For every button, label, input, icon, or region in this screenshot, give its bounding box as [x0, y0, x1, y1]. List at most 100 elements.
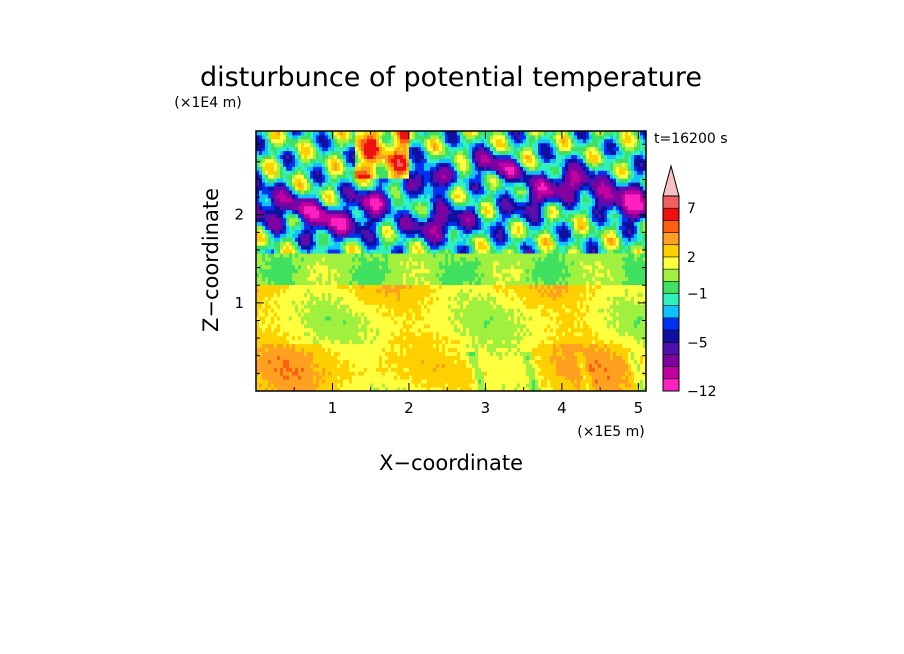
heatmap-cell: [583, 324, 587, 329]
heatmap-cell: [397, 264, 401, 270]
heatmap-cell: [571, 367, 575, 372]
heatmap-cell: [412, 327, 416, 333]
heatmap-cell: [304, 316, 308, 321]
heatmap-cell: [349, 312, 353, 317]
heatmap-cell: [634, 276, 638, 282]
heatmap-cell: [472, 347, 476, 353]
heatmap-cell: [559, 316, 563, 321]
heatmap-cell: [274, 296, 278, 301]
heatmap-cell: [367, 272, 371, 278]
heatmap-cell: [451, 316, 455, 321]
heatmap-cell: [463, 304, 467, 309]
heatmap-cell: [307, 343, 311, 349]
heatmap-cell: [385, 371, 389, 376]
heatmap-cell: [514, 335, 518, 341]
heatmap-cell: [436, 261, 440, 266]
heatmap-cell: [496, 272, 500, 278]
heatmap-cell: [511, 351, 515, 356]
heatmap-cell: [601, 316, 605, 321]
heatmap-cell: [265, 288, 269, 293]
heatmap-cell: [592, 339, 596, 345]
heatmap-cell: [607, 241, 611, 246]
heatmap-cell: [352, 327, 356, 333]
heatmap-cell: [550, 288, 554, 293]
heatmap-cell: [277, 296, 281, 301]
heatmap-cell: [619, 280, 623, 286]
heatmap-cell: [352, 257, 356, 262]
heatmap-cell: [292, 324, 296, 329]
heatmap-cell: [535, 245, 539, 250]
heatmap-cell: [535, 312, 539, 317]
heatmap-cell: [598, 288, 602, 293]
heatmap-cell: [382, 249, 386, 254]
heatmap-cell: [628, 359, 632, 364]
heatmap-cell: [583, 249, 587, 254]
heatmap-cell: [262, 284, 266, 289]
heatmap-cell: [493, 257, 497, 262]
heatmap-cell: [481, 335, 485, 341]
heatmap-cell: [505, 324, 509, 329]
heatmap-cell: [529, 241, 533, 246]
heatmap-cell: [322, 383, 326, 388]
heatmap-cell: [493, 339, 497, 345]
heatmap-cell: [514, 387, 518, 391]
heatmap-cell: [409, 355, 413, 360]
heatmap-cell: [397, 253, 401, 258]
heatmap-cell: [346, 308, 350, 313]
heatmap-cell: [544, 280, 548, 286]
heatmap-cell: [583, 292, 587, 297]
heatmap-cell: [361, 288, 365, 293]
heatmap-cell: [427, 245, 431, 250]
heatmap-cell: [580, 359, 584, 364]
heatmap-cell: [514, 379, 518, 384]
heatmap-cell: [376, 312, 380, 317]
heatmap-cell: [343, 324, 347, 329]
heatmap-cell: [265, 268, 269, 274]
heatmap-cell: [271, 237, 275, 242]
heatmap-cell: [544, 335, 548, 341]
heatmap-cell: [451, 351, 455, 356]
heatmap-cell: [334, 363, 338, 368]
heatmap-cell: [529, 296, 533, 301]
heatmap-cell: [319, 308, 323, 313]
heatmap-cell: [319, 383, 323, 388]
heatmap-cell: [628, 312, 632, 317]
heatmap-cell: [517, 359, 521, 364]
heatmap-cell: [577, 371, 581, 376]
heatmap-cell: [541, 367, 545, 372]
heatmap-cell: [589, 363, 593, 368]
heatmap-cell: [643, 339, 646, 345]
heatmap-cell: [298, 241, 302, 246]
heatmap-cell: [373, 316, 377, 321]
heatmap-cell: [442, 383, 446, 388]
heatmap-cell: [385, 261, 389, 266]
heatmap-cell: [265, 284, 269, 289]
heatmap-cell: [508, 288, 512, 293]
heatmap-cell: [559, 272, 563, 278]
heatmap-cell: [613, 324, 617, 329]
heatmap-cell: [256, 253, 260, 258]
heatmap-cell: [595, 312, 599, 317]
heatmap-cell: [355, 261, 359, 266]
heatmap-cell: [451, 296, 455, 301]
heatmap-cell: [490, 351, 494, 356]
heatmap-cell: [409, 347, 413, 353]
heatmap-cell: [394, 308, 398, 313]
heatmap-cell: [493, 264, 497, 270]
heatmap-cell: [640, 383, 644, 388]
heatmap-cell: [508, 280, 512, 286]
heatmap-cell: [574, 257, 578, 262]
heatmap-cell: [619, 351, 623, 356]
heatmap-cell: [523, 335, 527, 341]
heatmap-cell: [595, 264, 599, 270]
heatmap-cell: [523, 253, 527, 258]
heatmap-cell: [289, 280, 293, 286]
heatmap-cell: [367, 237, 371, 242]
heatmap-cell: [430, 304, 434, 309]
heatmap-cell: [406, 367, 410, 372]
heatmap-cell: [274, 276, 278, 282]
heatmap-cell: [304, 312, 308, 317]
heatmap-cell: [379, 343, 383, 349]
heatmap-cell: [520, 280, 524, 286]
heatmap-cell: [523, 241, 527, 246]
